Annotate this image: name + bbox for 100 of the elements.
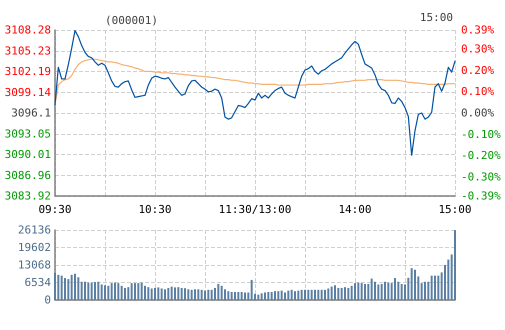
bar	[274, 291, 276, 300]
y2-tick-label: 0.00%	[461, 106, 494, 120]
bar	[194, 289, 196, 300]
y-tick-label: 6534	[24, 276, 52, 289]
bar	[244, 292, 246, 300]
bar	[90, 282, 93, 300]
bar	[430, 276, 433, 300]
bar	[154, 288, 156, 300]
y-tick-label: 3105.23	[4, 44, 51, 58]
bar	[300, 290, 303, 300]
bar	[190, 290, 193, 300]
bar	[197, 289, 200, 300]
bar	[364, 284, 366, 300]
bar	[164, 289, 166, 300]
bar	[264, 292, 266, 300]
bar	[74, 274, 76, 300]
y-tick-label: 3090.01	[4, 148, 51, 161]
y2-tick-label: -0.30%	[461, 170, 502, 184]
bar	[180, 288, 183, 300]
bar	[174, 287, 176, 300]
bar	[70, 274, 73, 300]
bar	[357, 282, 360, 300]
x-tick-label: 10:30	[138, 203, 172, 216]
x-tick-label: 14:00	[338, 203, 372, 216]
bar	[140, 282, 143, 300]
bar	[220, 286, 223, 300]
bar	[437, 276, 440, 300]
bar	[200, 290, 203, 300]
bar	[160, 288, 163, 300]
bar	[340, 288, 343, 300]
bar	[350, 286, 353, 300]
y-tick-label: 3108.28	[4, 24, 51, 36]
bar	[184, 288, 186, 300]
bar	[317, 290, 320, 300]
y-tick-label: 3083.92	[4, 190, 51, 202]
bar	[257, 294, 260, 300]
bar	[150, 288, 153, 300]
y-tick-label: 0	[44, 294, 51, 306]
bar	[374, 282, 376, 300]
bar	[384, 282, 386, 300]
y2-tick-label: 0.20%	[461, 64, 494, 77]
bar	[250, 280, 253, 300]
bar	[110, 283, 113, 300]
y-tick-label: 3093.05	[4, 127, 51, 140]
bar	[337, 288, 340, 300]
bar	[320, 290, 323, 300]
bar	[397, 282, 400, 300]
bar	[377, 284, 380, 300]
bar	[237, 292, 240, 300]
bar	[57, 274, 60, 300]
bar	[127, 287, 130, 300]
bar	[324, 290, 326, 300]
bar	[224, 289, 226, 300]
bar	[147, 287, 150, 300]
bar	[287, 290, 290, 300]
bar	[67, 279, 70, 300]
bar	[414, 270, 416, 300]
x-tick-label: 15:00	[438, 203, 472, 216]
bar	[277, 291, 280, 300]
bar	[270, 292, 273, 300]
bar	[310, 290, 313, 300]
bar	[394, 278, 396, 300]
bar	[360, 283, 363, 300]
bar	[370, 278, 373, 300]
bar	[94, 282, 96, 300]
bar	[280, 290, 283, 300]
bar	[267, 292, 270, 300]
bar	[227, 291, 230, 300]
bar	[290, 290, 293, 300]
bar	[124, 288, 126, 300]
bar	[217, 284, 220, 300]
bar	[284, 292, 286, 300]
y2-tick-label: 0.39%	[461, 24, 494, 36]
bar	[214, 288, 216, 300]
x-tick-label: 09:30	[38, 203, 72, 216]
bar	[294, 291, 296, 300]
bar	[210, 290, 213, 300]
bar	[114, 282, 116, 300]
bar	[400, 284, 403, 300]
bar	[260, 293, 263, 300]
bar	[170, 286, 173, 300]
bar	[334, 285, 336, 300]
bar	[100, 284, 103, 300]
bar	[304, 290, 306, 300]
y2-tick-label: -0.20%	[461, 149, 502, 162]
bar	[187, 289, 190, 300]
bar	[380, 284, 383, 300]
y-tick-label: 3086.96	[4, 168, 51, 182]
y-tick-label: 3102.19	[4, 65, 51, 78]
chart-title: (000001)	[105, 14, 158, 27]
bar	[104, 285, 106, 300]
bar	[327, 288, 330, 300]
bar	[424, 282, 426, 300]
bar	[410, 268, 413, 300]
bar	[130, 283, 133, 300]
bar	[117, 283, 120, 300]
bar	[60, 276, 63, 300]
line-series	[54, 58, 456, 106]
bar	[97, 282, 100, 300]
bar	[177, 287, 180, 300]
